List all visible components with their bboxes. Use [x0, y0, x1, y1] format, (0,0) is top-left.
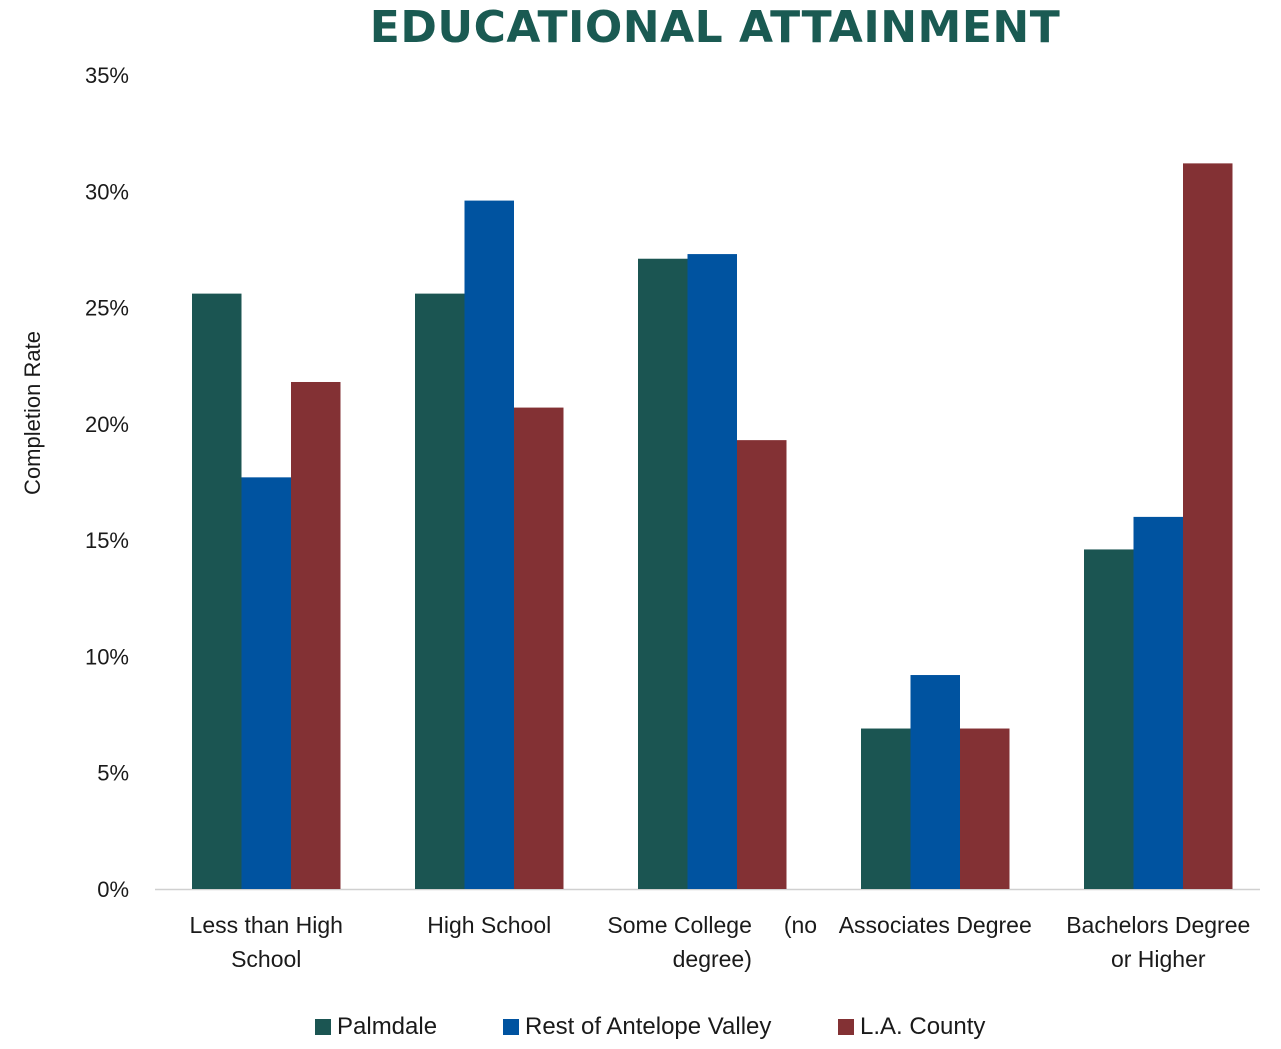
bar-palmdale-2 [638, 258, 688, 889]
bar-palmdale-4 [1084, 549, 1134, 889]
bar-palmdale-3 [861, 728, 911, 889]
y-tick-label: 5% [97, 761, 129, 786]
bar-l-a-county-0 [291, 381, 341, 889]
bar-l-a-county-1 [514, 407, 564, 889]
y-tick-label: 25% [85, 296, 129, 321]
legend-label: Palmdale [337, 1013, 438, 1040]
bar-palmdale-1 [415, 293, 465, 889]
bar-palmdale-0 [192, 293, 242, 889]
chart-title: EDUCATIONAL ATTAINMENT [369, 2, 1061, 53]
bar-rest-of-antelope-valley-1 [464, 200, 514, 890]
category-label: School [231, 946, 301, 972]
category-label: Bachelors Degree [1066, 912, 1250, 938]
bar-rest-of-antelope-valley-0 [241, 477, 291, 889]
legend-item: Palmdale [315, 1013, 437, 1041]
category-label: High School [427, 912, 551, 938]
legend-label: L.A. County [860, 1013, 986, 1040]
bars [192, 163, 1233, 890]
y-axis-ticks: 0% 5% 10% 15% 20% 25% 30% 35% [85, 63, 129, 902]
y-tick-label: 20% [85, 412, 129, 437]
bar-rest-of-antelope-valley-2 [687, 254, 737, 889]
bar-l-a-county-4 [1183, 163, 1233, 889]
category-labels: Less than High School High School Some Coll… [190, 912, 1251, 972]
legend-swatch [315, 1019, 331, 1035]
y-tick-label: 35% [85, 63, 129, 88]
legend-swatch [838, 1019, 854, 1035]
bar-rest-of-antelope-valley-3 [910, 675, 960, 889]
category-label: degree) [673, 946, 752, 972]
y-tick-label: 10% [85, 644, 129, 669]
y-axis-label: Completion Rate [20, 331, 45, 495]
y-tick-label: 30% [85, 179, 129, 204]
bar-l-a-county-3 [960, 728, 1010, 889]
bar-l-a-county-2 [737, 440, 787, 889]
category-label: Some College (no [607, 912, 817, 938]
bar-rest-of-antelope-valley-4 [1133, 516, 1183, 889]
category-label: Less than High [190, 912, 343, 938]
y-tick-label: 15% [85, 528, 129, 553]
y-tick-label: 0% [97, 877, 129, 902]
legend-item: L.A. County [838, 1013, 985, 1041]
category-label: or Higher [1111, 946, 1206, 972]
legend-item: Rest of Antelope Valley [503, 1013, 771, 1041]
category-label: Associates Degree [839, 912, 1032, 938]
legend-label: Rest of Antelope Valley [525, 1013, 772, 1040]
legend: Palmdale Rest of Antelope Valley L.A. Coun… [0, 1013, 1281, 1049]
legend-swatch [503, 1019, 519, 1035]
